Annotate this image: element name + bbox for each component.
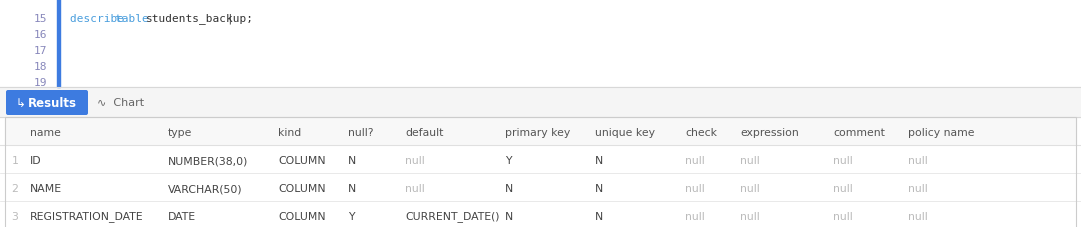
Text: NAME: NAME bbox=[30, 183, 62, 193]
Text: ID: ID bbox=[30, 155, 42, 165]
Text: null: null bbox=[833, 183, 853, 193]
Text: unique key: unique key bbox=[595, 127, 655, 137]
Text: N: N bbox=[348, 155, 357, 165]
Text: Results: Results bbox=[28, 96, 77, 109]
Bar bbox=[5, 173, 1076, 201]
Text: COLUMN: COLUMN bbox=[278, 183, 325, 193]
Text: 1: 1 bbox=[12, 155, 18, 165]
Text: ∿  Chart: ∿ Chart bbox=[97, 98, 144, 108]
Text: check: check bbox=[685, 127, 717, 137]
Bar bbox=[57, 0, 61, 88]
Bar bbox=[5, 201, 1076, 227]
Text: null: null bbox=[833, 211, 853, 221]
Text: null: null bbox=[405, 183, 425, 193]
Text: describe: describe bbox=[70, 14, 131, 24]
Text: |: | bbox=[226, 14, 232, 24]
Bar bbox=[0, 0, 1081, 88]
Text: 16: 16 bbox=[34, 30, 46, 40]
Text: N: N bbox=[595, 211, 603, 221]
FancyBboxPatch shape bbox=[6, 91, 88, 116]
Text: Y: Y bbox=[505, 155, 511, 165]
Text: N: N bbox=[348, 183, 357, 193]
Text: 19: 19 bbox=[34, 78, 46, 88]
Text: null?: null? bbox=[348, 127, 374, 137]
Text: name: name bbox=[30, 127, 61, 137]
Text: null: null bbox=[740, 183, 760, 193]
Text: CURRENT_DATE(): CURRENT_DATE() bbox=[405, 211, 499, 222]
Text: null: null bbox=[685, 155, 705, 165]
Text: 3: 3 bbox=[12, 211, 18, 221]
Text: type: type bbox=[168, 127, 192, 137]
Text: ↳: ↳ bbox=[16, 96, 26, 109]
Text: null: null bbox=[908, 155, 927, 165]
Bar bbox=[5, 145, 1076, 173]
Text: null: null bbox=[740, 211, 760, 221]
Text: 18: 18 bbox=[34, 62, 46, 72]
Text: Y: Y bbox=[348, 211, 355, 221]
Text: null: null bbox=[833, 155, 853, 165]
Bar bbox=[5, 118, 1076, 227]
Text: null: null bbox=[685, 183, 705, 193]
Text: kind: kind bbox=[278, 127, 302, 137]
Text: VARCHAR(50): VARCHAR(50) bbox=[168, 183, 242, 193]
Text: null: null bbox=[908, 211, 927, 221]
Text: COLUMN: COLUMN bbox=[278, 155, 325, 165]
Text: default: default bbox=[405, 127, 443, 137]
Text: REGISTRATION_DATE: REGISTRATION_DATE bbox=[30, 211, 144, 222]
Text: expression: expression bbox=[740, 127, 799, 137]
Text: COLUMN: COLUMN bbox=[278, 211, 325, 221]
Text: null: null bbox=[908, 183, 927, 193]
Text: NUMBER(38,0): NUMBER(38,0) bbox=[168, 155, 249, 165]
Text: N: N bbox=[595, 183, 603, 193]
Text: N: N bbox=[505, 211, 513, 221]
Text: null: null bbox=[740, 155, 760, 165]
Text: DATE: DATE bbox=[168, 211, 196, 221]
Text: policy name: policy name bbox=[908, 127, 974, 137]
Text: N: N bbox=[505, 183, 513, 193]
Text: students_backup;: students_backup; bbox=[146, 13, 254, 24]
Text: null: null bbox=[405, 155, 425, 165]
Text: comment: comment bbox=[833, 127, 885, 137]
Bar bbox=[5, 118, 1076, 145]
Text: 15: 15 bbox=[34, 14, 46, 24]
Bar bbox=[0, 88, 1081, 118]
Text: table: table bbox=[116, 14, 156, 24]
Text: 2: 2 bbox=[12, 183, 18, 193]
Text: null: null bbox=[685, 211, 705, 221]
Text: 17: 17 bbox=[34, 46, 46, 56]
Text: N: N bbox=[595, 155, 603, 165]
Text: primary key: primary key bbox=[505, 127, 571, 137]
